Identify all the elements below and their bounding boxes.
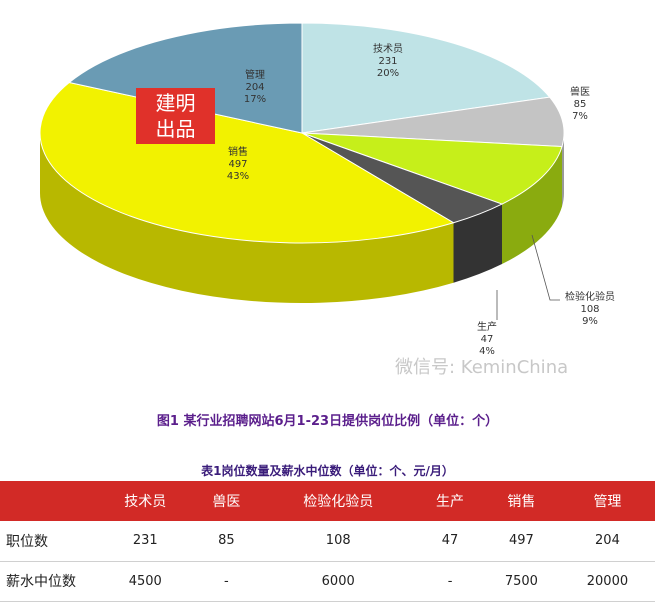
table-cell: 20000 (586, 573, 629, 589)
table-cell: 108 (325, 533, 351, 549)
table-header-row: 技术员 兽医 检验化验员 生产 销售 管理 (0, 481, 655, 521)
row-header: 职位数 (6, 533, 48, 550)
percent-label-0: 20% (377, 68, 399, 79)
leader-line-2 (531, 234, 560, 301)
value-label-0: 231 (378, 56, 397, 67)
category-label-5: 管理 (245, 68, 265, 81)
pie-side-2 (501, 146, 563, 265)
watermark-text: 微信号: KeminChina (395, 357, 569, 378)
category-label-3: 生产 (477, 320, 497, 333)
row-header: 薪水中位数 (6, 574, 76, 590)
header-cell (0, 481, 97, 521)
header-cell: 技术员 (124, 494, 167, 510)
table-row: 薪水中位数 4500 - 6000 - 7500 20000 (0, 561, 655, 601)
header-cell: 生产 (436, 494, 465, 510)
category-label-4: 销售 (228, 145, 248, 158)
table-cell: - (447, 573, 453, 589)
percent-label-4: 43% (227, 171, 249, 182)
pie-slice-0 (301, 22, 551, 134)
header-cell: 销售 (507, 494, 536, 510)
table-cell: 204 (595, 533, 620, 549)
percent-label-5: 17% (244, 94, 266, 105)
pie-slice-5 (68, 22, 303, 134)
table-cell: 85 (218, 533, 235, 549)
category-label-0: 技术员 (373, 42, 403, 55)
table-cell: 47 (441, 533, 459, 549)
value-label-2: 108 (580, 304, 599, 315)
stamp-logo: 建明 出品 (136, 88, 215, 144)
table-cell: 231 (132, 533, 158, 549)
value-label-3: 47 (481, 334, 494, 345)
pie-slice-2 (301, 132, 563, 205)
table-row: 职位数 231 85 108 47 497 204 (0, 521, 655, 561)
pie-slice-1 (301, 96, 565, 148)
figure-caption: 图1 某行业招聘网站6月1-23日提供岗位比例（单位：个） (156, 414, 499, 429)
value-label-5: 204 (245, 82, 264, 93)
pie-side-3 (453, 204, 502, 283)
percent-label-1: 7% (572, 111, 588, 122)
table-cell: 4500 (128, 573, 162, 589)
category-label-1: 兽医 (570, 85, 590, 98)
percent-label-2: 9% (582, 316, 598, 327)
value-label-4: 497 (228, 159, 247, 170)
table-title: 表1岗位数量及薪水中位数（单位：个、元/月） (201, 464, 454, 478)
category-label-2: 检验化验员 (565, 290, 615, 303)
header-cell: 兽医 (212, 494, 241, 510)
table-cell: - (224, 573, 229, 589)
table-cell: 6000 (321, 573, 355, 589)
pie-side-4 (40, 133, 454, 303)
header-cell: 检验化验员 (303, 494, 374, 510)
value-label-1: 85 (574, 99, 587, 110)
table-cell: 7500 (504, 573, 538, 589)
data-table: 技术员 兽医 检验化验员 生产 销售 管理 职位数 231 85 108 47 … (0, 481, 655, 602)
pie-chart: 技术员 231 20% 兽医 85 7% 检验化验员 108 9% 生产 47 4% 销售 497 43% 管… (39, 22, 615, 378)
percent-label-3: 4% (479, 346, 495, 357)
header-cell: 管理 (593, 494, 622, 510)
pie-side-1 (562, 133, 564, 207)
table-cell: 497 (509, 533, 534, 549)
